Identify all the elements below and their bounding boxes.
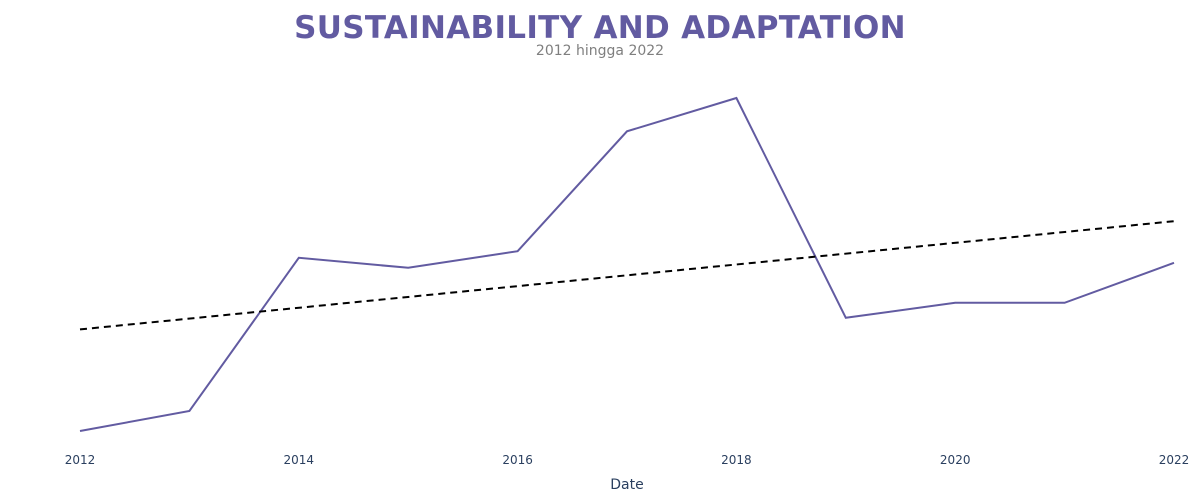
x-tick-label: 2014: [284, 453, 315, 467]
data-point-2014[interactable]: [296, 255, 302, 261]
series-line: [79, 96, 1175, 432]
data-point-2015[interactable]: [405, 265, 411, 271]
x-tick-label: 2022: [1159, 453, 1190, 467]
data-point-2013[interactable]: [186, 408, 192, 414]
data-point-2021[interactable]: [1062, 300, 1068, 306]
series-layer: [77, 95, 1177, 434]
x-tick-label: 2016: [502, 453, 533, 467]
data-point-2018[interactable]: [733, 95, 739, 101]
x-tick-label: 2018: [721, 453, 752, 467]
data-point-2012[interactable]: [77, 428, 83, 434]
data-point-2020[interactable]: [952, 300, 958, 306]
trend-line: [79, 220, 1175, 331]
chart-title: SUSTAINABILITY AND ADAPTATION: [294, 10, 906, 46]
data-point-2017[interactable]: [624, 128, 630, 134]
data-point-2019[interactable]: [843, 315, 849, 321]
data-point-2022[interactable]: [1171, 260, 1177, 266]
data-point-2016[interactable]: [515, 248, 521, 254]
x-axis-ticks: 2012 2014 2016 2018 2020 2022: [65, 453, 1190, 467]
chart-subtitle: 2012 hingga 2022: [535, 43, 665, 59]
x-axis-title: Date: [610, 477, 643, 493]
x-tick-label: 2020: [940, 453, 971, 467]
x-tick-label: 2012: [65, 453, 96, 467]
